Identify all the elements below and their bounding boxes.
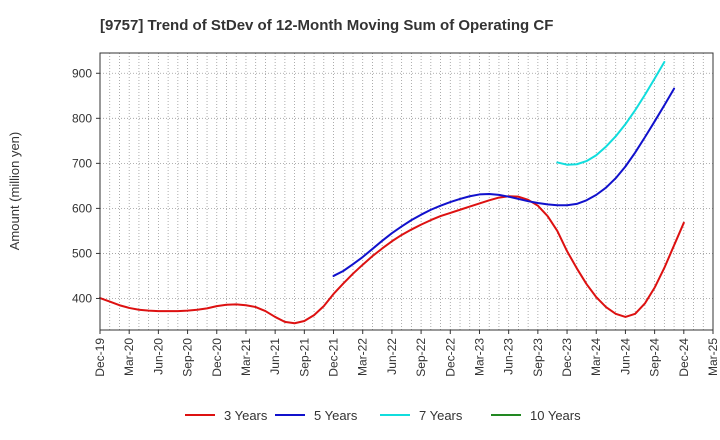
legend: 3 Years 5 Years 7 Years 10 Years bbox=[185, 408, 581, 423]
x-tick-label: Sep-24 bbox=[648, 338, 662, 377]
x-tick-label: Jun-20 bbox=[151, 338, 165, 375]
series-layer bbox=[99, 61, 685, 325]
chart-title: [9757] Trend of StDev of 12-Month Moving… bbox=[100, 17, 553, 34]
y-tick-label: 400 bbox=[72, 291, 92, 305]
legend-label-7-years: 7 Years bbox=[419, 408, 463, 423]
series-line-3-years bbox=[99, 195, 685, 325]
grid-layer bbox=[99, 53, 714, 330]
plot-area bbox=[100, 53, 713, 330]
x-tick-label: Mar-22 bbox=[356, 338, 370, 376]
series-line-5-years bbox=[332, 87, 676, 277]
plot-border bbox=[99, 52, 714, 331]
x-tick-label: Mar-23 bbox=[472, 338, 486, 376]
x-tick-label: Sep-23 bbox=[531, 338, 545, 377]
x-tick-label: Dec-23 bbox=[560, 338, 574, 377]
x-tick-label: Dec-20 bbox=[210, 338, 224, 377]
axis-layer: 400 500 600 700 800 900 Dec-19 Mar-20 Jun-20 Sep-… bbox=[72, 52, 720, 377]
x-tick-label: Jun-23 bbox=[502, 338, 516, 375]
y-axis-label: Amount (million yen) bbox=[7, 132, 22, 251]
x-tick-label: Dec-22 bbox=[443, 338, 457, 377]
y-tick-label: 500 bbox=[72, 246, 92, 260]
y-tick-label: 600 bbox=[72, 201, 92, 215]
x-tick-label: Jun-24 bbox=[618, 338, 632, 375]
x-tick-label: Mar-24 bbox=[589, 338, 603, 376]
y-tick-label: 700 bbox=[72, 156, 92, 170]
x-tick-label: Dec-21 bbox=[327, 338, 341, 377]
legend-label-5-years: 5 Years bbox=[314, 408, 358, 423]
x-tick-label: Sep-21 bbox=[297, 338, 311, 377]
legend-label-10-years: 10 Years bbox=[530, 408, 581, 423]
x-tick-label: Jun-22 bbox=[385, 338, 399, 375]
x-tick-label: Mar-21 bbox=[239, 338, 253, 376]
x-tick-label: Dec-24 bbox=[677, 338, 691, 377]
x-tick-label: Sep-22 bbox=[414, 338, 428, 377]
series-line-7-years bbox=[556, 61, 666, 166]
legend-label-3-years: 3 Years bbox=[224, 408, 268, 423]
y-tick-label: 900 bbox=[72, 66, 92, 80]
y-tick-label: 800 bbox=[72, 111, 92, 125]
x-tick-label: Mar-20 bbox=[122, 338, 136, 376]
x-tick-label: Jun-21 bbox=[268, 338, 282, 375]
x-tick-label: Mar-25 bbox=[706, 338, 720, 376]
x-tick-label: Sep-20 bbox=[181, 338, 195, 377]
x-tick-label: Dec-19 bbox=[93, 338, 107, 377]
